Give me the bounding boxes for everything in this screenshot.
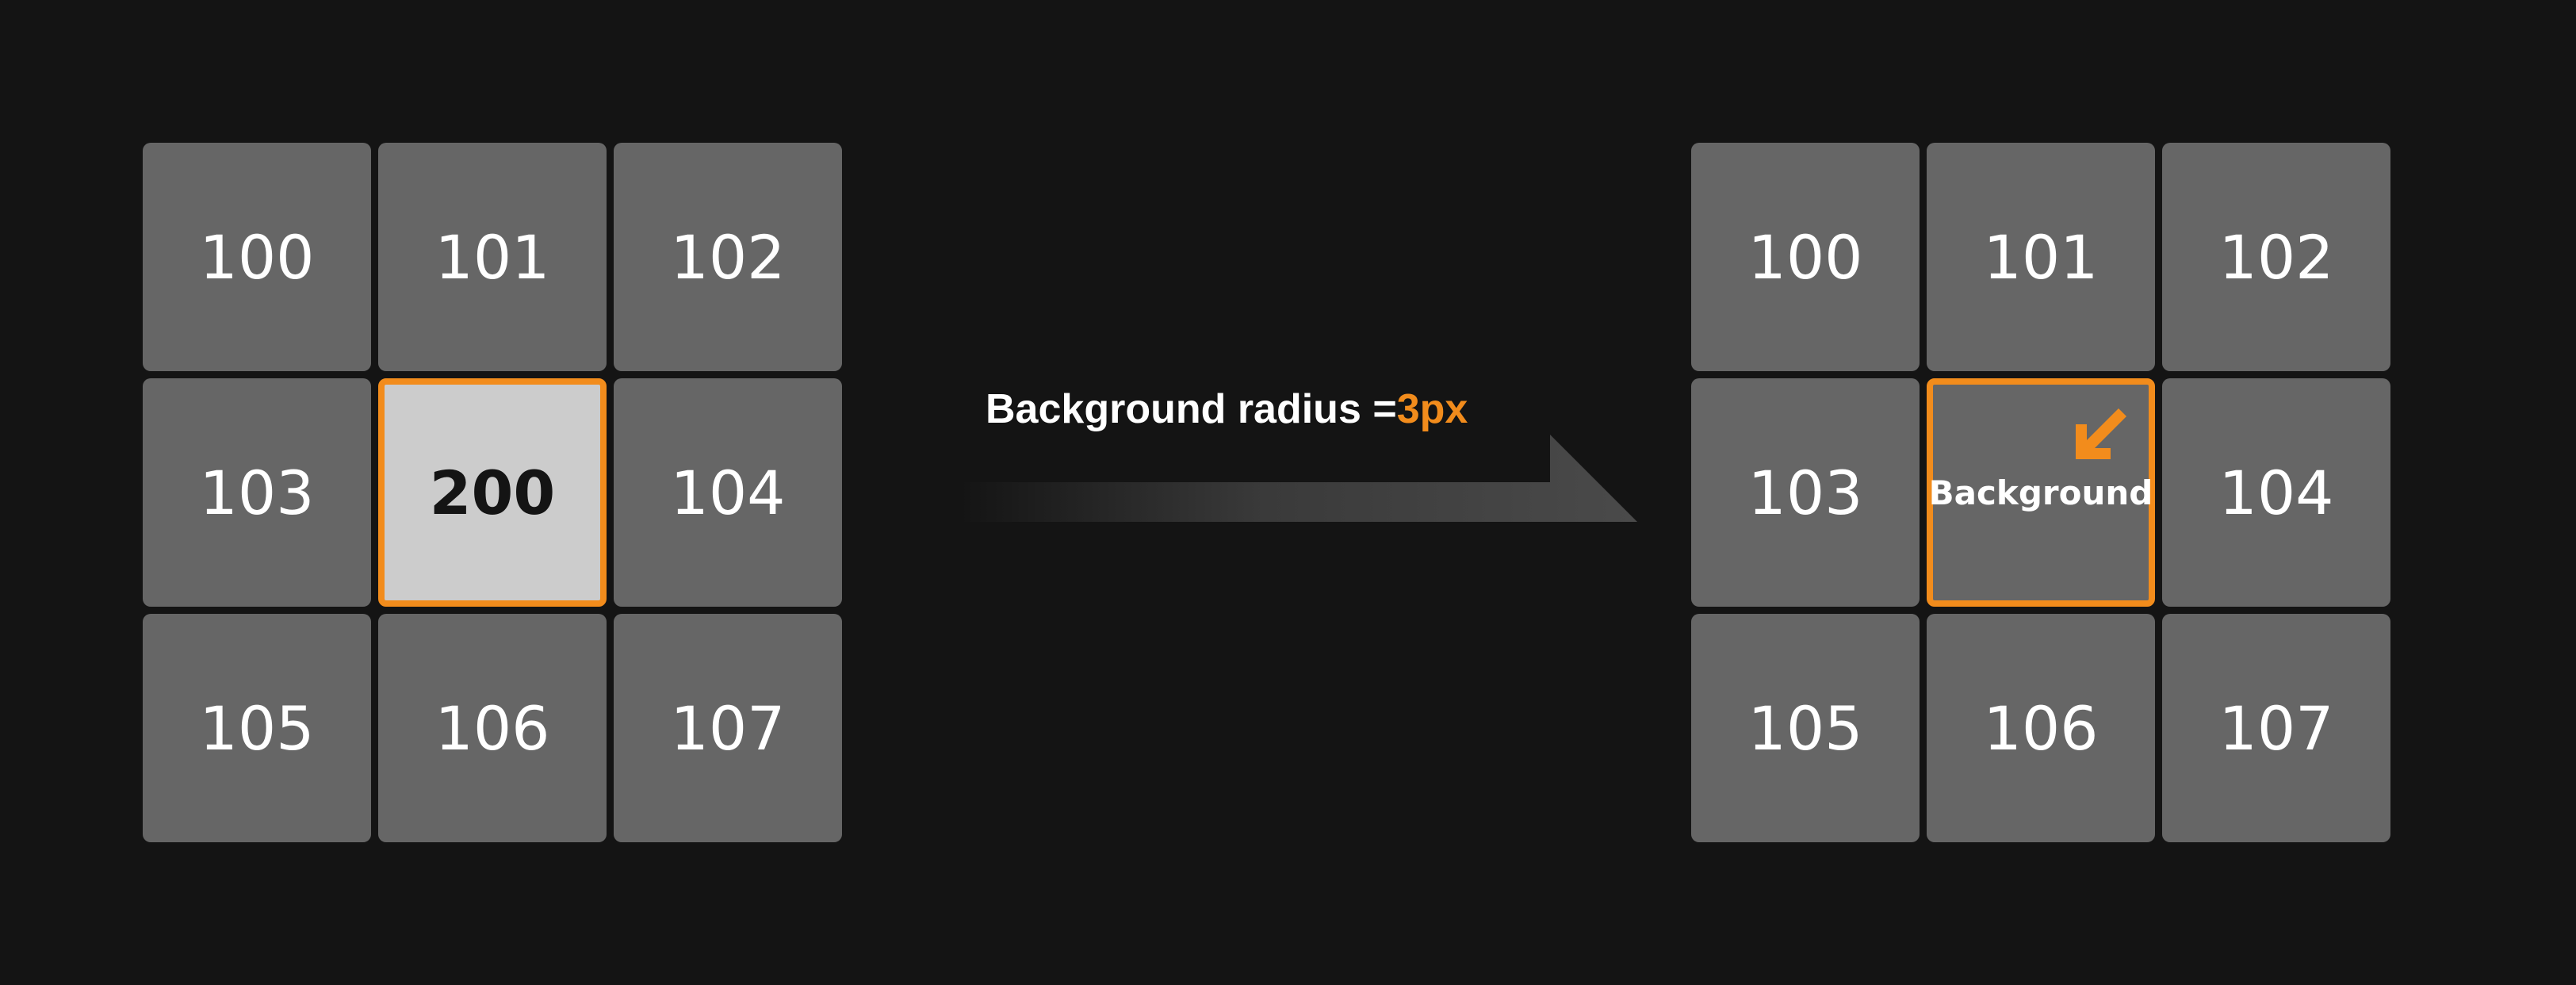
cell-label: 104	[670, 457, 786, 528]
cell-label: 105	[199, 692, 315, 764]
grid-cell-selected[interactable]: Background	[1927, 378, 2155, 607]
grid-cell[interactable]: 101	[378, 143, 607, 371]
cell-label: 102	[2218, 221, 2334, 293]
arrow-down-left-icon	[2076, 408, 2126, 459]
cell-label: 107	[670, 692, 786, 764]
caption-prefix: Background radius =	[986, 386, 1397, 432]
cell-label: 101	[1983, 221, 2099, 293]
cell-label: 103	[199, 457, 315, 528]
grid-cell[interactable]: 100	[143, 143, 371, 371]
grid-cell[interactable]: 106	[378, 614, 607, 842]
cell-label: 105	[1747, 692, 1863, 764]
before-grid: 100 101 102 103 200 104 105 106 107	[143, 143, 842, 842]
grid-cell[interactable]: 107	[2162, 614, 2390, 842]
cell-label: 102	[670, 221, 786, 293]
cell-label: 100	[1747, 221, 1863, 293]
grid-cell[interactable]: 104	[2162, 378, 2390, 607]
cell-label: 104	[2218, 457, 2334, 528]
cell-label: 106	[434, 692, 550, 764]
grid-cell[interactable]: 102	[2162, 143, 2390, 371]
cell-label: 101	[434, 221, 550, 293]
after-grid: 100 101 102 103 Background 104 105 106 1…	[1691, 143, 2390, 842]
grid-cell[interactable]: 100	[1691, 143, 1920, 371]
caption-value: 3px	[1396, 386, 1468, 432]
grid-cell[interactable]: 103	[1691, 378, 1920, 607]
cell-label: 106	[1983, 692, 2099, 764]
grid-cell[interactable]: 103	[143, 378, 371, 607]
grid-cell[interactable]: 105	[1691, 614, 1920, 842]
cell-label: 103	[1747, 457, 1863, 528]
transition-caption: Background radius =3px	[986, 385, 1468, 433]
grid-cell[interactable]: 105	[143, 614, 371, 842]
cell-label: Background	[1928, 473, 2153, 512]
grid-cell[interactable]: 101	[1927, 143, 2155, 371]
grid-cell[interactable]: 107	[614, 614, 842, 842]
grid-cell[interactable]: 104	[614, 378, 842, 607]
cell-label: 200	[429, 457, 556, 528]
grid-cell-selected[interactable]: 200	[378, 378, 607, 607]
cell-label: 100	[199, 221, 315, 293]
grid-cell[interactable]: 106	[1927, 614, 2155, 842]
arrow-right-icon	[959, 435, 1637, 522]
grid-cell[interactable]: 102	[614, 143, 842, 371]
cell-label: 107	[2218, 692, 2334, 764]
